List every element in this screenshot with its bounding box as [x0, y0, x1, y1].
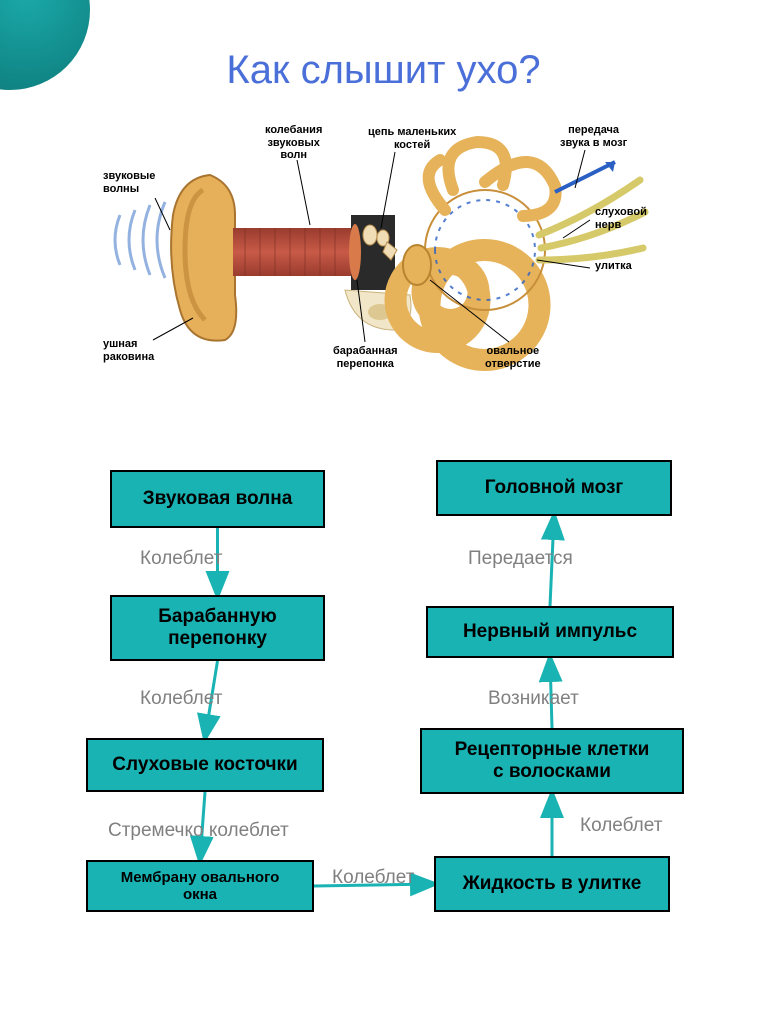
flow-node-n8: Головной мозг — [436, 460, 672, 516]
flow-edge-label-n6-n7: Возникает — [488, 688, 579, 710]
flow-node-n4: Мембрану овальногоокна — [86, 860, 314, 912]
flow-node-n7: Нервный импульс — [426, 606, 674, 658]
flow-edge-label-n2-n3: Колеблет — [140, 688, 222, 710]
ear-label-eardrum: барабаннаяперепонка — [333, 345, 398, 370]
flow-edge-label-n1-n2: Колеблет — [140, 548, 222, 570]
flowchart: Звуковая волна Барабаннуюперепонку Слуховы… — [0, 440, 767, 1020]
flow-edge-label-n5-n6: Колеблет — [580, 815, 662, 837]
ear-diagram: звуковыеволны колебаниязвуковыхволн цепь м… — [85, 120, 685, 400]
ear-label-to-brain: передачазвука в мозг — [560, 124, 627, 149]
ear-label-oval-window: овальноеотверстие — [485, 345, 541, 370]
flow-node-n1: Звуковая волна — [110, 470, 325, 528]
flow-node-n5: Жидкость в улитке — [434, 856, 670, 912]
flow-edge-label-n4-n5: Колеблет — [332, 867, 414, 889]
ear-label-cochlea: улитка — [595, 260, 632, 273]
ear-label-auricle: ушнаяраковина — [103, 338, 154, 363]
ear-label-vibrations: колебаниязвуковыхволн — [265, 124, 322, 162]
page-title: Как слышит ухо? — [0, 48, 767, 93]
flow-node-n3: Слуховые косточки — [86, 738, 324, 792]
flow-node-n2: Барабаннуюперепонку — [110, 595, 325, 661]
ear-label-sound-waves: звуковыеволны — [103, 170, 155, 195]
ear-label-ossicles: цепь маленькихкостей — [368, 126, 456, 151]
ear-label-auditory-nerve: слуховойнерв — [595, 206, 647, 231]
flow-edge-label-n7-n8: Передается — [468, 548, 573, 570]
flow-node-n6: Рецепторные клеткис волосками — [420, 728, 684, 794]
flow-edge-label-n3-n4: Стремечко колеблет — [108, 820, 289, 842]
